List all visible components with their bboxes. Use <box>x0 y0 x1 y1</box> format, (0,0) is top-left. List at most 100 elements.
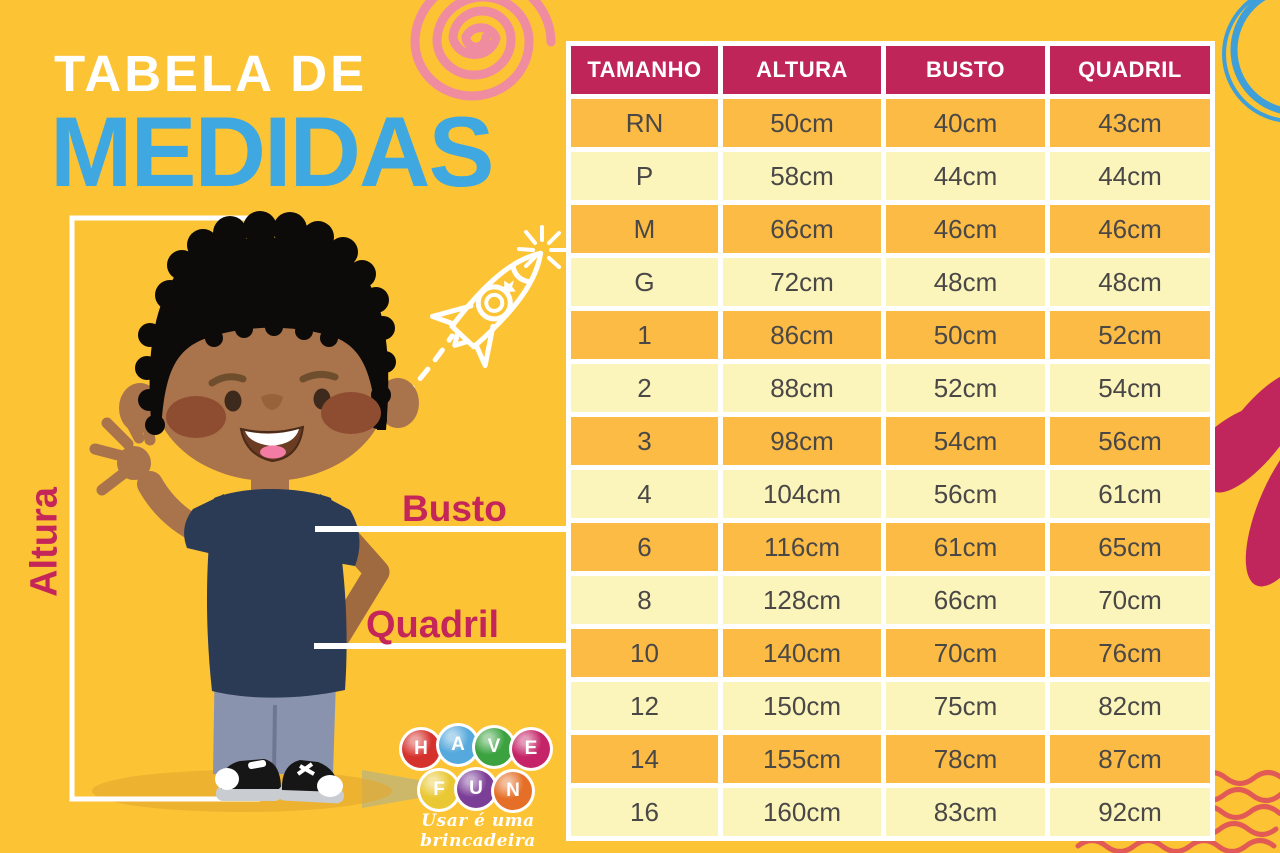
height-bracket <box>69 215 260 802</box>
logo-ball-h: H <box>402 730 440 768</box>
table-cell: 155cm <box>723 735 881 783</box>
logo-ball-u: U <box>457 770 495 808</box>
table-header-row: TAMANHO ALTURA BUSTO QUADRIL <box>571 46 1210 94</box>
table-row: 12 150cm 75cm 82cm <box>571 682 1210 730</box>
page-title: TABELA DE MEDIDAS <box>50 45 495 201</box>
table-cell: M <box>571 205 718 253</box>
table-row: G 72cm 48cm 48cm <box>571 258 1210 306</box>
table-cell: 78cm <box>886 735 1045 783</box>
logo-ball-letter: F <box>433 779 445 800</box>
table-cell: 86cm <box>723 311 881 359</box>
table-cell: 76cm <box>1050 629 1210 677</box>
logo-ball-letter: U <box>469 778 483 799</box>
table-row: P 58cm 44cm 44cm <box>571 152 1210 200</box>
table-cell: 3 <box>571 417 718 465</box>
table-cell: RN <box>571 99 718 147</box>
table-cell: 116cm <box>723 523 881 571</box>
pink-spiral-icon <box>410 0 556 101</box>
table-cell: 92cm <box>1050 788 1210 836</box>
table-cell: 40cm <box>886 99 1045 147</box>
table-cell: 10 <box>571 629 718 677</box>
table-cell: 54cm <box>1050 364 1210 412</box>
table-cell: 56cm <box>1050 417 1210 465</box>
table-cell: 58cm <box>723 152 881 200</box>
logo-ball-letter: V <box>487 736 501 757</box>
table-cell: 1 <box>571 311 718 359</box>
table-cell: 75cm <box>886 682 1045 730</box>
table-cell: 48cm <box>886 258 1045 306</box>
header-cell: BUSTO <box>886 46 1045 94</box>
blue-circle-doodle-icon <box>1222 0 1280 123</box>
table-cell: 150cm <box>723 682 881 730</box>
logo-ball-v: V <box>475 728 513 766</box>
busto-label: Busto <box>402 488 507 529</box>
table-cell: 66cm <box>723 205 881 253</box>
table-cell: 65cm <box>1050 523 1210 571</box>
header-cell: QUADRIL <box>1050 46 1210 94</box>
table-cell: 87cm <box>1050 735 1210 783</box>
table-cell: 83cm <box>886 788 1045 836</box>
table-cell: 56cm <box>886 470 1045 518</box>
measure-lines <box>314 526 592 649</box>
table-cell: 4 <box>571 470 718 518</box>
quadril-label: Quadril <box>366 604 500 646</box>
table-row: 8 128cm 66cm 70cm <box>571 576 1210 624</box>
table-row: 10 140cm 70cm 76cm <box>571 629 1210 677</box>
table-cell: P <box>571 152 718 200</box>
logo-ball-a: A <box>439 726 477 764</box>
title-line1: TABELA DE <box>54 45 368 102</box>
table-cell: G <box>571 258 718 306</box>
table-cell: 12 <box>571 682 718 730</box>
table-cell: 88cm <box>723 364 881 412</box>
logo-ball-letter: A <box>451 734 465 755</box>
table-row: 14 155cm 78cm 87cm <box>571 735 1210 783</box>
table-cell: 46cm <box>886 205 1045 253</box>
table-cell: 70cm <box>1050 576 1210 624</box>
table-cell: 140cm <box>723 629 881 677</box>
have-fun-logo: H A V E F U N Usar é uma brincadeira <box>398 726 558 851</box>
table-row: 6 116cm 61cm 65cm <box>571 523 1210 571</box>
table-cell: 128cm <box>723 576 881 624</box>
table-row: 4 104cm 56cm 61cm <box>571 470 1210 518</box>
table-cell: 43cm <box>1050 99 1210 147</box>
table-cell: 6 <box>571 523 718 571</box>
table-cell: 72cm <box>723 258 881 306</box>
logo-ball-letter: N <box>506 780 520 801</box>
spark-burst-icon <box>517 225 567 269</box>
table-cell: 104cm <box>723 470 881 518</box>
boy-illustration <box>89 211 419 804</box>
table-cell: 8 <box>571 576 718 624</box>
table-cell: 82cm <box>1050 682 1210 730</box>
header-cell: TAMANHO <box>571 46 718 94</box>
table-cell: 46cm <box>1050 205 1210 253</box>
table-cell: 48cm <box>1050 258 1210 306</box>
table-cell: 70cm <box>886 629 1045 677</box>
table-cell: 44cm <box>1050 152 1210 200</box>
title-line2: MEDIDAS <box>50 96 495 207</box>
table-row: RN 50cm 40cm 43cm <box>571 99 1210 147</box>
logo-ball-e: E <box>512 730 550 768</box>
table-cell: 44cm <box>886 152 1045 200</box>
logo-tagline: Usar é uma brincadeira <box>420 811 536 851</box>
logo-ball-letter: E <box>524 738 538 759</box>
table-cell: 14 <box>571 735 718 783</box>
table-cell: 52cm <box>1050 311 1210 359</box>
rocket-doodle-icon <box>401 225 567 399</box>
table-cell: 50cm <box>886 311 1045 359</box>
table-cell: 61cm <box>1050 470 1210 518</box>
table-row: M 66cm 46cm 46cm <box>571 205 1210 253</box>
table-cell: 54cm <box>886 417 1045 465</box>
logo-ball-n: N <box>494 772 532 810</box>
table-cell: 66cm <box>886 576 1045 624</box>
table-row: 3 98cm 54cm 56cm <box>571 417 1210 465</box>
logo-ball-f: F <box>420 771 458 809</box>
table-cell: 160cm <box>723 788 881 836</box>
header-cell: ALTURA <box>723 46 881 94</box>
logo-ball-letter: H <box>414 738 428 759</box>
tan-wedge-shape <box>362 770 470 808</box>
table-row: 16 160cm 83cm 92cm <box>571 788 1210 836</box>
table-cell: 16 <box>571 788 718 836</box>
table-cell: 61cm <box>886 523 1045 571</box>
